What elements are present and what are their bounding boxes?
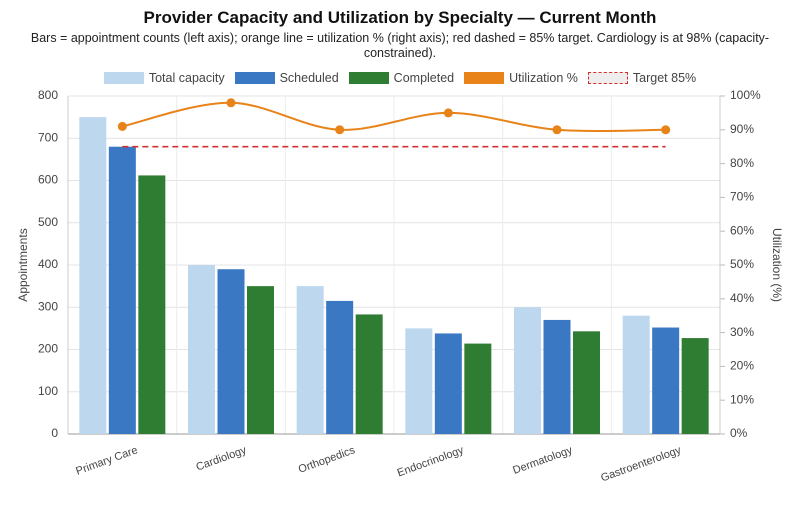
y2-tick-label: 90% <box>730 122 754 136</box>
bar <box>405 328 433 434</box>
legend-label: Completed <box>393 71 455 85</box>
y2-tick-label: 10% <box>730 392 754 406</box>
y-tick-label: 800 <box>38 88 58 102</box>
y-tick-label: 400 <box>38 257 58 271</box>
x-tick-label: Cardiology <box>194 444 248 473</box>
legend-item[interactable]: Completed <box>348 71 455 85</box>
y2-tick-label: 0% <box>730 426 748 440</box>
x-tick-label: Primary Care <box>74 444 139 477</box>
bar <box>217 269 245 434</box>
utilization-line <box>122 101 666 133</box>
y2-tick-label: 30% <box>730 325 754 339</box>
legend-item[interactable]: Scheduled <box>234 71 339 85</box>
bar <box>652 327 680 434</box>
legend-swatch <box>103 72 144 84</box>
legend-item[interactable]: Utilization % <box>464 71 578 85</box>
bar <box>681 338 709 434</box>
y2-axis-title: Utilization (%) <box>770 228 784 302</box>
y-axis-title: Appointments <box>16 228 30 301</box>
bar <box>188 265 215 434</box>
y2-tick-label: 60% <box>730 223 754 237</box>
y-tick-label: 600 <box>38 173 58 187</box>
bar <box>622 315 650 434</box>
legend-label: Scheduled <box>279 71 339 85</box>
utilization-point <box>117 121 127 131</box>
bar <box>464 343 492 434</box>
bar <box>543 319 571 434</box>
bar <box>434 333 462 434</box>
y2-tick-label: 80% <box>730 156 754 170</box>
chart-title: Provider Capacity and Utilization by Spe… <box>143 8 657 27</box>
y-tick-label: 200 <box>38 342 58 356</box>
bar <box>514 307 541 434</box>
y2-tick-label: 50% <box>730 257 754 271</box>
bar <box>108 146 136 434</box>
bar <box>138 175 166 434</box>
utilization-point <box>443 108 453 118</box>
y-tick-label: 500 <box>38 215 58 229</box>
bar <box>79 117 107 434</box>
legend-item[interactable]: Total capacity <box>103 71 225 85</box>
bar <box>326 300 354 434</box>
y-tick-label: 300 <box>38 299 58 313</box>
legend-item[interactable]: Target 85% <box>587 71 697 85</box>
x-tick-label: Orthopedics <box>297 444 357 476</box>
legend: Total capacity Scheduled Completed Utilizat… <box>0 71 800 85</box>
bar <box>296 286 324 434</box>
legend-swatch <box>464 72 505 84</box>
legend-swatch <box>587 72 628 84</box>
y2-tick-label: 70% <box>730 190 754 204</box>
legend-swatch <box>348 72 389 84</box>
y2-tick-label: 20% <box>730 359 754 373</box>
utilization-point <box>335 125 345 135</box>
x-tick-label: Gastroenterology <box>599 444 683 484</box>
x-tick-label: Dermatology <box>511 444 574 477</box>
bar <box>573 331 600 434</box>
utilization-point <box>226 98 236 108</box>
bar <box>247 286 274 434</box>
y2-tick-label: 100% <box>730 88 761 102</box>
utilization-point <box>661 125 671 135</box>
legend-swatch <box>234 72 275 84</box>
legend-label: Target 85% <box>632 71 697 85</box>
bar <box>355 314 383 434</box>
y-tick-label: 700 <box>38 130 58 144</box>
y-tick-label: 0 <box>51 426 58 440</box>
y-tick-label: 100 <box>38 384 58 398</box>
y2-tick-label: 40% <box>730 291 754 305</box>
chart-subtitle: Bars = appointment counts (left axis); o… <box>30 31 770 60</box>
utilization-point <box>552 125 562 135</box>
legend-label: Total capacity <box>148 71 225 85</box>
legend-label: Utilization % <box>509 71 578 85</box>
x-tick-label: Endocrinology <box>396 444 466 479</box>
